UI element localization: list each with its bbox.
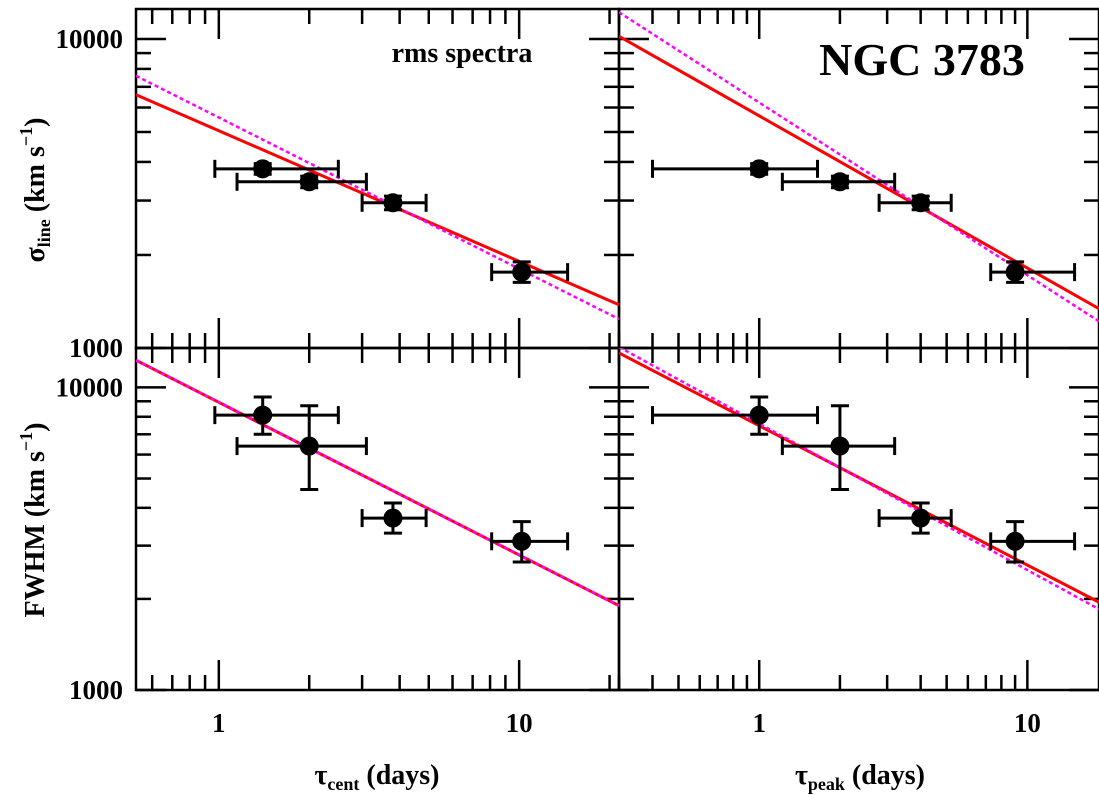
tick-marks: [136, 9, 1099, 692]
y-tick-label: 10000: [56, 372, 124, 402]
y-tick-label: 1000: [69, 333, 123, 363]
chart-title: NGC 3783: [819, 34, 1025, 85]
y-tick-label: 1000: [69, 675, 123, 705]
data-point: [299, 436, 319, 456]
y-axis-label-bottom: FWHM (km s−1): [16, 422, 51, 617]
data-point: [383, 508, 403, 528]
x-tick-label: 10: [1014, 708, 1041, 738]
y-axis-label-top: σline (km s−1): [16, 118, 54, 263]
panel-frames: [134, 7, 1099, 692]
subtitle-annotation: rms spectra: [392, 38, 533, 69]
data-point: [830, 172, 850, 192]
data-point: [253, 159, 273, 179]
x-axis-label-left: τcent (days): [314, 760, 439, 794]
data-point: [1005, 531, 1025, 551]
data-point: [911, 508, 931, 528]
data-point: [383, 193, 403, 213]
fit-line-dotted: [136, 359, 619, 607]
data-point: [253, 405, 273, 425]
panel-frame-top-left: [134, 7, 621, 350]
panel-frame-bottom-right: [617, 346, 1099, 692]
fit-line-dotted: [619, 348, 1099, 611]
data-point: [749, 159, 769, 179]
data-point: [1005, 262, 1025, 282]
data-point: [299, 172, 319, 192]
y-tick-label: 10000: [56, 24, 124, 54]
data-point: [911, 193, 931, 213]
data-point: [830, 436, 850, 456]
x-tick-label: 10: [506, 708, 533, 738]
fit-line-solid: [136, 93, 619, 307]
data-point: [512, 262, 532, 282]
tick-labels: 1 10 1 10 1000 10000 1000 10000: [56, 24, 1041, 738]
fit-line-dotted: [136, 74, 619, 321]
data-points: [213, 159, 1077, 564]
x-tick-label: 1: [752, 708, 766, 738]
data-point: [749, 405, 769, 425]
x-tick-label: 1: [212, 708, 226, 738]
fit-lines: [136, 11, 1099, 611]
x-axis-label-right: τpeak (days): [795, 760, 925, 794]
data-point: [512, 531, 532, 551]
